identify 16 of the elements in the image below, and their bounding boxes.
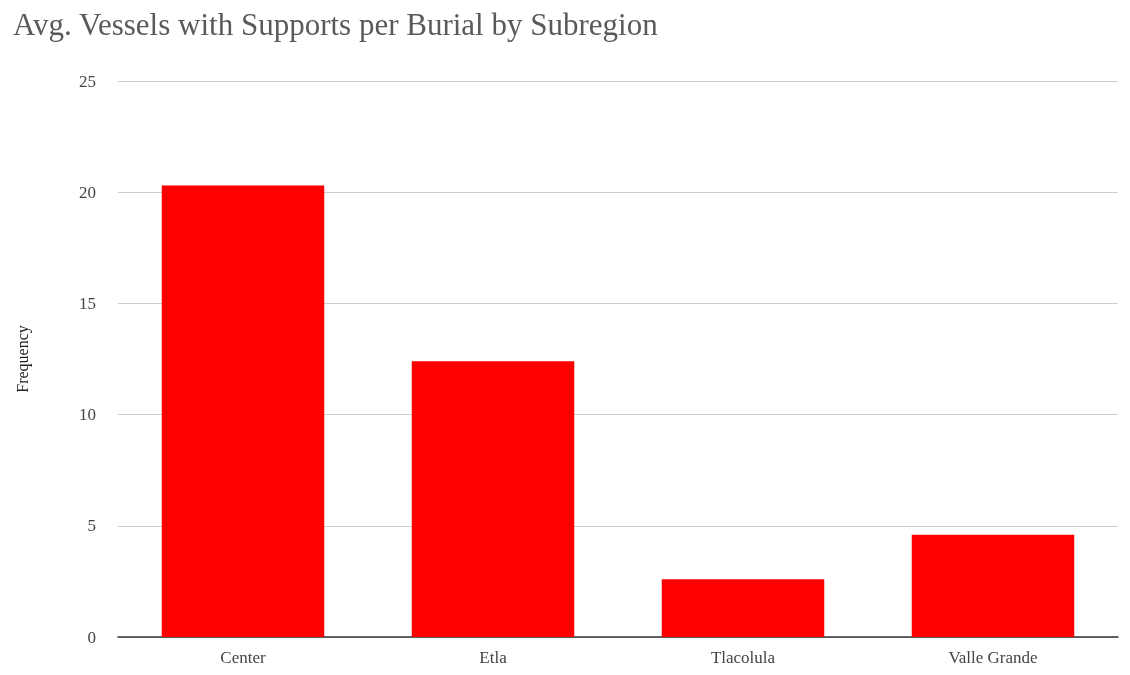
bar: [911, 534, 1075, 637]
y-tick-label: 10: [79, 405, 96, 425]
y-tick-label: 25: [79, 71, 96, 91]
y-tick-label: 5: [87, 516, 96, 536]
x-tick-label: Tlacolula: [710, 648, 776, 667]
y-tick-label: 20: [79, 182, 96, 202]
y-tick-label: 15: [79, 293, 96, 313]
bar: [411, 361, 575, 637]
x-tick-label: Valle Grande: [948, 648, 1038, 667]
x-tick-label: Etla: [479, 648, 508, 667]
bar: [161, 185, 325, 637]
bar: [661, 579, 825, 637]
x-tick-label: Center: [220, 648, 266, 667]
y-tick-label: 0: [87, 627, 96, 647]
y-axis-title: Frequency: [13, 325, 32, 393]
chart-title: Avg. Vessels with Supports per Burial by Subregion: [13, 7, 659, 42]
